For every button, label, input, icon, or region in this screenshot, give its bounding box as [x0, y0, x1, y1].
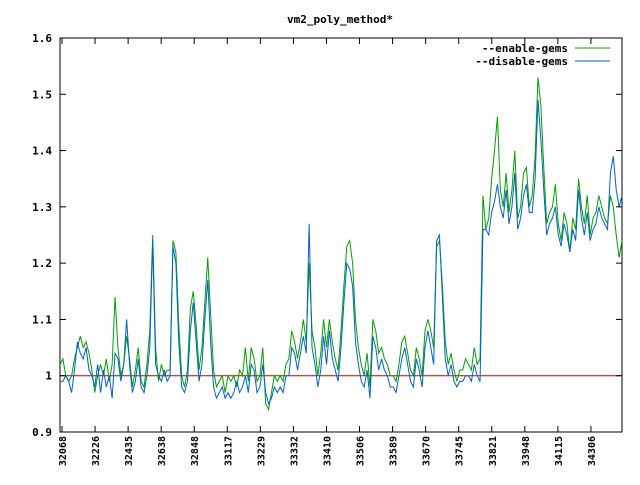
x-tick-label: 33589 — [389, 436, 400, 466]
x-tick-label: 33670 — [422, 436, 433, 466]
series-line-enable-gems — [59, 77, 623, 412]
y-tick-label: 1.6 — [32, 32, 52, 45]
x-tick-label: 33117 — [223, 436, 234, 466]
x-tick-label: 32435 — [124, 436, 135, 466]
legend-label: --disable-gems — [475, 55, 568, 68]
y-tick-label: 1.4 — [32, 145, 52, 158]
series-line-disable-gems — [60, 99, 623, 406]
x-tick-label: 33948 — [521, 436, 532, 466]
y-axis: 0.9 1 1.1 1.2 1.3 1.4 1.5 1.6 — [32, 32, 622, 439]
x-tick-label: 32848 — [190, 436, 201, 466]
chart-title: vm2_poly_method* — [287, 13, 393, 26]
y-tick-label: 0.9 — [32, 426, 52, 439]
legend: --enable-gems--disable-gems — [475, 42, 610, 68]
x-tick-label: 33821 — [488, 436, 499, 466]
y-tick-label: 1.2 — [32, 257, 52, 270]
x-tick-label: 32068 — [58, 436, 69, 466]
y-tick-label: 1.5 — [32, 88, 52, 101]
x-tick-label: 33410 — [322, 436, 333, 466]
y-tick-label: 1 — [45, 370, 52, 383]
x-tick-label: 33332 — [289, 436, 300, 466]
y-tick-label: 1.1 — [32, 313, 52, 326]
x-tick-label: 32226 — [91, 436, 102, 466]
x-tick-label: 34306 — [587, 436, 598, 466]
x-tick-label: 33229 — [256, 436, 267, 466]
x-tick-label: 33745 — [455, 436, 466, 466]
x-tick-label: 33506 — [356, 436, 367, 466]
legend-label: --enable-gems — [482, 42, 568, 55]
x-axis: 32068 32226 32435 32638 32848 33117 33229 33332… — [58, 38, 598, 466]
series-layer — [59, 77, 623, 412]
y-tick-label: 1.3 — [32, 201, 52, 214]
plot-frame — [59, 37, 623, 433]
x-tick-label: 34115 — [554, 436, 565, 466]
x-tick-label: 32638 — [157, 436, 168, 466]
